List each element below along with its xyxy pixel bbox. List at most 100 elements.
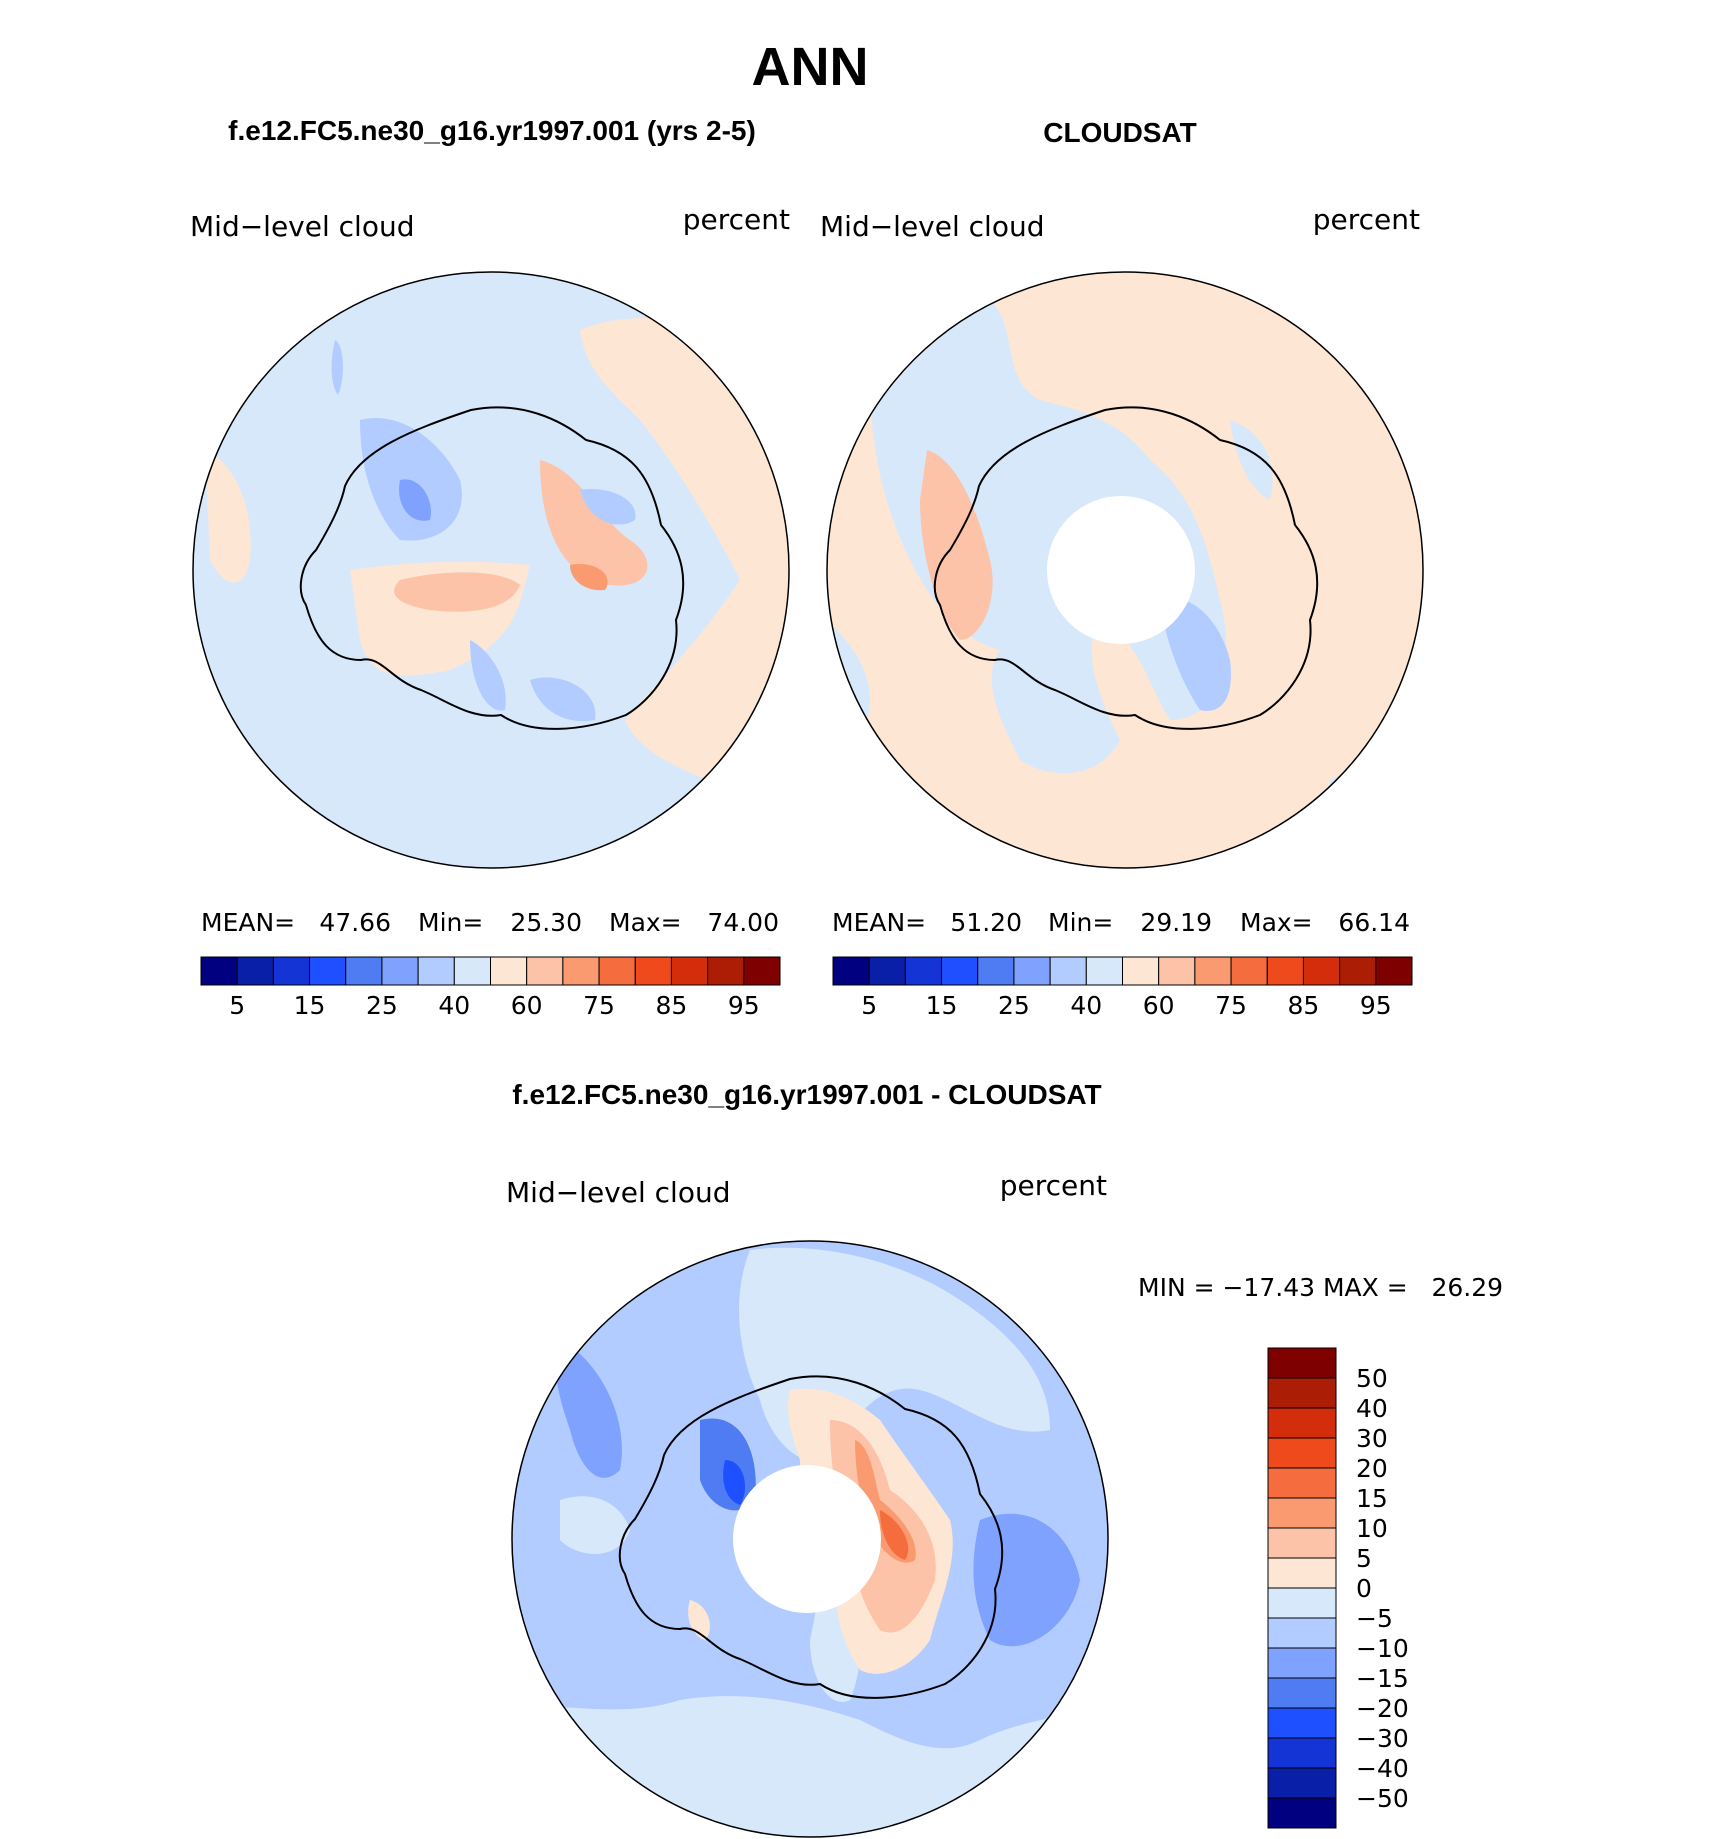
panel-obs-title: CLOUDSAT [1043, 117, 1196, 148]
map-field-cool-region [870, 300, 1227, 774]
colorbar-tick-label: 60 [511, 991, 543, 1020]
colorbar-tick-label: 20 [1356, 1454, 1388, 1483]
colorbar-tick-label: 5 [1356, 1544, 1372, 1573]
colorbar-tick-label: 85 [656, 991, 688, 1020]
colorbar-swatch [1267, 1767, 1337, 1799]
stat-min-value: 25.30 [510, 908, 582, 937]
map-field-cool-region [530, 677, 596, 722]
colorbar-swatch [1267, 1617, 1337, 1649]
panel-obs-map [827, 272, 1423, 868]
colorbar-tick-label: −20 [1356, 1694, 1409, 1723]
panel-diff-variable-label: Mid−level cloud [506, 1176, 730, 1209]
map-field-cool-region [1330, 766, 1423, 868]
panel-model-title: f.e12.FC5.ne30_g16.yr1997.001 (yrs 2-5) [228, 115, 756, 146]
colorbar-swatch [1267, 1677, 1337, 1709]
stat-max-label: Max= [1240, 908, 1313, 937]
colorbar-swatch [832, 956, 870, 986]
colorbar-swatch [1375, 956, 1413, 986]
colorbar-tick-label: 40 [1070, 991, 1102, 1020]
map-missing-data-hole [733, 1465, 881, 1613]
colorbar-swatch [1267, 1527, 1337, 1559]
colorbar-tick-label: 95 [728, 991, 760, 1020]
panel-diff-map [512, 1241, 1108, 1837]
panel-diff-title: f.e12.FC5.ne30_g16.yr1997.001 - CLOUDSAT [512, 1079, 1101, 1110]
map-field-cool-region [331, 340, 343, 395]
colorbar-swatch [1339, 956, 1377, 986]
map-field-warm-region [570, 564, 608, 591]
colorbar-swatch [904, 956, 943, 986]
colorbar-tick-label: −50 [1356, 1784, 1409, 1813]
map-field-warm-region [880, 1510, 909, 1560]
map-border [192, 271, 790, 869]
colorbar-tick-label: 0 [1356, 1574, 1372, 1603]
panel-model-colorbar: 5 15 25 40 60 75 85 95 [200, 956, 781, 1020]
colorbar-swatch [272, 956, 311, 986]
colorbar-swatch [1267, 1647, 1337, 1679]
map-field-cool-region [560, 1496, 630, 1554]
map-field-warm-region [394, 572, 520, 612]
colorbar-swatch [1302, 956, 1341, 986]
colorbar-tick-label: 75 [1215, 991, 1247, 1020]
colorbar-swatch [1230, 956, 1268, 986]
colorbar-swatch [1267, 1797, 1337, 1829]
panel-obs-units-label: percent [1313, 203, 1420, 236]
map-border [826, 271, 1424, 869]
colorbar-tick-label: −15 [1356, 1664, 1409, 1693]
map-field-warm-region [920, 450, 993, 640]
colorbar-tick-label: 15 [926, 991, 958, 1020]
stat-min-value: 29.19 [1140, 908, 1212, 937]
map-field-cool-region [360, 418, 462, 541]
colorbar-swatch [941, 956, 979, 986]
colorbar-swatch [526, 956, 564, 986]
colorbar-swatch [1158, 956, 1196, 986]
colorbar-tick-label: 25 [366, 991, 398, 1020]
colorbar-swatch [1122, 956, 1160, 986]
map-field-cool-region [580, 489, 636, 525]
map-missing-data-hole [1047, 496, 1195, 644]
panel-obs-stats: MEAN= 51.20 Min= 29.19 Max= 66.14 [832, 908, 1410, 937]
colorbar-tick-label: −5 [1356, 1604, 1393, 1633]
colorbar-swatch [1267, 1467, 1337, 1499]
colorbar-swatch [562, 956, 600, 986]
panel-model: f.e12.FC5.ne30_g16.yr1997.001 (yrs 2-5) … [190, 115, 790, 1020]
colorbar-swatch [1267, 1557, 1337, 1589]
stat-mean-label: MEAN= [832, 908, 926, 937]
map-field-warm-region [205, 450, 251, 583]
map-field-warm-region [540, 460, 648, 586]
stat-max-label: Max= [609, 908, 682, 937]
colorbar-tick-label: 10 [1356, 1514, 1388, 1543]
stat-mean-value: 51.20 [950, 908, 1022, 937]
colorbar-swatch [1267, 1377, 1337, 1409]
colorbar-swatch [1267, 1707, 1337, 1739]
colorbar-tick-label: 25 [998, 991, 1030, 1020]
colorbar-tick-label: 15 [294, 991, 326, 1020]
colorbar-swatch [381, 956, 419, 986]
colorbar-swatch [200, 956, 238, 986]
map-field-cool-region [399, 479, 431, 521]
colorbar-swatch [417, 956, 455, 986]
colorbar-tick-label: 30 [1356, 1424, 1388, 1453]
panel-obs-colorbar: 5 15 25 40 60 75 85 95 [832, 956, 1413, 1020]
panel-diff-units-label: percent [1000, 1169, 1107, 1202]
map-field-cool-region [973, 1513, 1080, 1647]
colorbar-tick-label: −10 [1356, 1634, 1409, 1663]
colorbar-tick-label: 95 [1360, 991, 1392, 1020]
colorbar-tick-label: 15 [1356, 1484, 1388, 1513]
colorbar-swatch [1049, 956, 1087, 986]
colorbar-swatch [236, 956, 274, 986]
main-title: ANN [752, 37, 869, 97]
map-field-cool-region [470, 640, 506, 711]
colorbar-swatch [1267, 1437, 1337, 1469]
colorbar-tick-label: 60 [1143, 991, 1175, 1020]
panel-model-stats: MEAN= 47.66 Min= 25.30 Max= 74.00 [201, 908, 779, 937]
colorbar-swatch [598, 956, 636, 986]
panel-model-variable-label: Mid−level cloud [190, 210, 414, 243]
stat-mean-label: MEAN= [201, 908, 295, 937]
stat-min-label: Min= [1048, 908, 1113, 937]
colorbar-swatch [1085, 956, 1123, 986]
stat-max-value: 74.00 [707, 908, 779, 937]
panel-diff-stats: MIN = −17.43 MAX = 26.29 [1138, 1273, 1503, 1302]
colorbar-swatch [977, 956, 1015, 986]
